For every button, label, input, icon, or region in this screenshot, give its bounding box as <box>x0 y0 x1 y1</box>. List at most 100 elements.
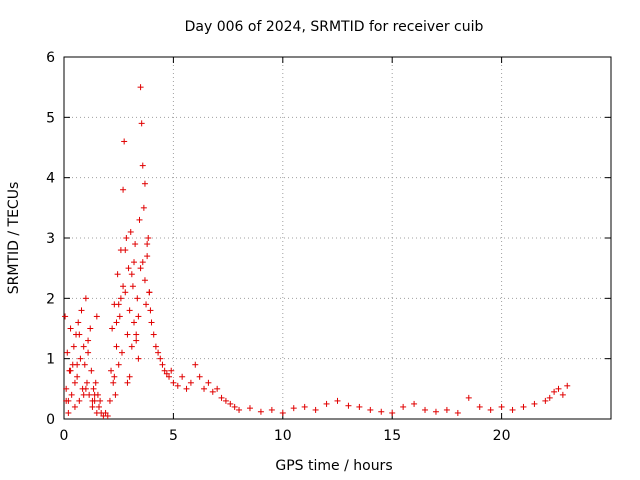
data-point <box>62 313 69 320</box>
data-point <box>92 379 99 386</box>
data-point <box>76 331 83 338</box>
data-point <box>174 382 181 389</box>
data-point <box>135 355 142 362</box>
data-point <box>109 325 116 332</box>
data-point <box>135 313 142 320</box>
data-point <box>559 391 566 398</box>
data-point <box>113 343 120 350</box>
data-point <box>422 406 429 413</box>
data-point <box>140 204 147 211</box>
data-point <box>112 391 119 398</box>
data-point <box>136 216 143 223</box>
data-point <box>454 409 461 416</box>
data-point <box>104 412 111 419</box>
data-points <box>62 84 571 419</box>
data-point <box>476 403 483 410</box>
data-point <box>290 405 297 412</box>
data-point <box>121 138 128 145</box>
data-point <box>201 385 208 392</box>
data-point <box>127 228 134 235</box>
data-point <box>89 403 96 410</box>
data-point <box>139 259 146 266</box>
y-tick-label: 3 <box>46 231 55 247</box>
data-point <box>498 403 505 410</box>
x-tick-label: 10 <box>274 428 292 444</box>
data-point <box>356 403 363 410</box>
data-point <box>122 247 129 254</box>
data-point <box>64 349 71 356</box>
data-point <box>400 403 407 410</box>
y-tick-label: 4 <box>46 171 55 187</box>
data-point <box>114 271 121 278</box>
data-point <box>123 235 130 241</box>
data-point <box>67 325 74 332</box>
data-point <box>70 343 77 350</box>
data-point <box>125 265 132 272</box>
data-point <box>85 337 92 344</box>
data-point <box>564 382 571 389</box>
data-point <box>74 373 81 380</box>
y-tick-label: 1 <box>46 352 55 368</box>
data-point <box>115 301 122 308</box>
data-point <box>129 283 136 290</box>
data-point <box>146 289 153 296</box>
data-point <box>312 406 319 413</box>
data-point <box>111 373 118 380</box>
data-point <box>546 394 553 401</box>
data-point <box>411 400 418 407</box>
data-point <box>301 403 308 410</box>
data-point <box>120 186 127 193</box>
data-point <box>128 343 135 350</box>
data-point <box>334 397 341 404</box>
data-point <box>551 388 558 395</box>
data-point <box>71 379 78 386</box>
x-tick-label: 5 <box>169 428 178 444</box>
data-point <box>443 406 450 413</box>
data-point <box>345 402 352 409</box>
data-point <box>137 84 144 91</box>
chart-title: Day 006 of 2024, SRMTID for receiver cui… <box>185 19 484 35</box>
data-point <box>209 388 216 395</box>
data-point <box>75 319 82 326</box>
data-point <box>141 180 148 187</box>
data-point <box>150 331 157 338</box>
data-point <box>227 400 234 407</box>
data-point <box>509 406 516 413</box>
x-axis-label: GPS time / hours <box>275 458 392 474</box>
data-point <box>192 361 199 368</box>
data-point <box>117 295 124 302</box>
data-point <box>166 373 173 380</box>
data-point <box>110 379 117 386</box>
data-point <box>68 391 75 398</box>
data-point <box>90 385 97 392</box>
data-point <box>81 361 88 368</box>
data-point <box>82 295 89 302</box>
data-point <box>231 403 238 410</box>
data-point <box>144 241 151 248</box>
data-point <box>93 313 100 320</box>
data-point <box>323 400 330 407</box>
data-point <box>147 307 154 314</box>
data-point <box>82 385 89 392</box>
data-point <box>139 162 146 169</box>
data-point <box>116 313 123 320</box>
data-point <box>122 289 129 296</box>
data-point <box>246 405 253 412</box>
axis-ticks: 0 1 2 3 4 5 6 0 5 10 15 20 <box>46 50 611 444</box>
data-point <box>137 265 144 272</box>
x-tick-label: 15 <box>383 428 401 444</box>
data-point <box>126 307 133 314</box>
data-point <box>179 373 186 380</box>
data-point <box>76 397 83 404</box>
data-point <box>132 241 139 248</box>
data-point <box>77 355 84 362</box>
data-point <box>134 295 141 302</box>
data-point <box>80 391 87 398</box>
data-point <box>487 406 494 413</box>
data-point <box>108 367 115 374</box>
data-point <box>71 403 78 410</box>
data-point <box>88 367 95 374</box>
data-point <box>531 400 538 407</box>
data-point <box>115 361 122 368</box>
data-point <box>205 379 212 386</box>
